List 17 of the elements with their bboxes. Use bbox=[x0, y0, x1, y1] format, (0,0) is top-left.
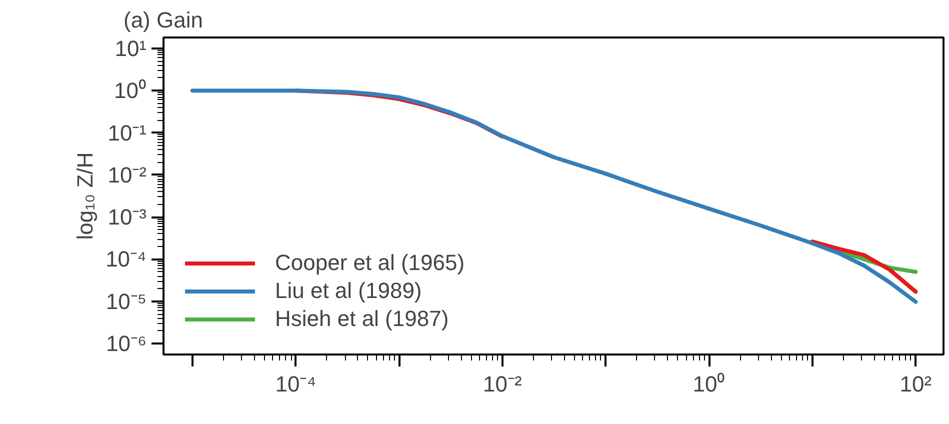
y-tick-label: 10⁰ bbox=[114, 78, 147, 104]
y-tick-label: 10¹ bbox=[114, 36, 146, 61]
legend-label: Hsieh et al (1987) bbox=[275, 306, 449, 332]
chart-title: (a) Gain bbox=[124, 8, 203, 32]
legend-label: Cooper et al (1965) bbox=[275, 250, 465, 276]
x-tick-label: 10⁻² bbox=[482, 372, 522, 396]
x-tick-label: 10⁰ bbox=[692, 372, 726, 396]
y-tick-label: 10⁻⁵ bbox=[106, 288, 147, 314]
y-tick-label: 10⁻¹ bbox=[108, 120, 146, 146]
legend-label: Liu et al (1989) bbox=[275, 278, 422, 304]
y-tick-label: 10⁻⁶ bbox=[106, 331, 147, 356]
x-tick-label: 10⁻⁴ bbox=[275, 372, 316, 396]
x-tick-label: 10² bbox=[900, 372, 932, 396]
y-axis-title: log₁₀ Z/H bbox=[72, 152, 98, 240]
y-tick-label: 10⁻³ bbox=[108, 204, 146, 230]
y-tick-label: 10⁻² bbox=[108, 162, 146, 188]
y-tick-label: 10⁻⁴ bbox=[106, 246, 147, 272]
